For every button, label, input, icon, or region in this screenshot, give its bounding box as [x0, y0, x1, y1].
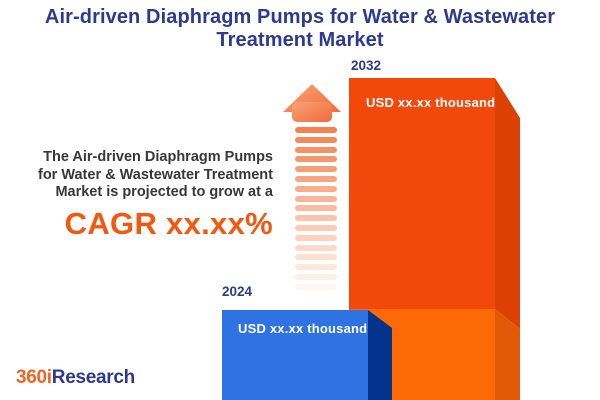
up-arrow-icon [283, 84, 341, 122]
growth-summary: The Air-driven Diaphragm Pumps for Water… [0, 149, 273, 241]
bar-2032-face [349, 78, 495, 309]
logo-360i: 360i [16, 367, 52, 388]
bar-2024-side [368, 310, 392, 400]
bar-2032-value-label: USD xx.xx thousand [366, 95, 496, 110]
logo-research: Research [51, 367, 135, 388]
logo: 360iResearch [16, 367, 135, 389]
arrow-trail [295, 127, 337, 294]
bar-2032-side [495, 78, 520, 329]
bar-2032-year-label: 2032 [351, 58, 382, 73]
bar-2024-year-label: 2024 [222, 284, 253, 299]
bar-2032-base-side [495, 309, 520, 400]
bar-2024-value-label: USD xx.xx thousand [238, 321, 368, 336]
market-title: Air-driven Diaphragm Pumps for Water & W… [44, 6, 556, 51]
bar-2024-face [222, 310, 368, 400]
cagr-value: CAGR xx.xx% [64, 205, 273, 241]
growth-summary-text: The Air-driven Diaphragm Pumps for Water… [37, 149, 273, 200]
